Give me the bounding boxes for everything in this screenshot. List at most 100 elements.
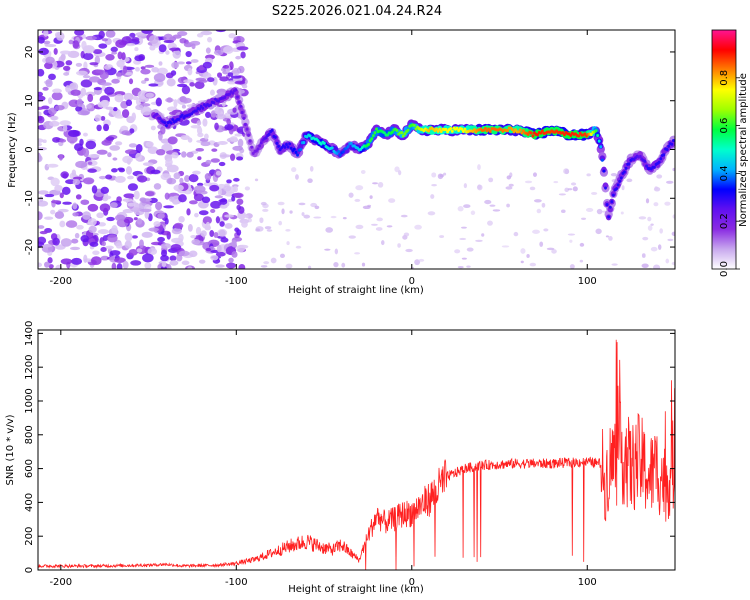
- spectrogram-noise-blob: [195, 226, 202, 236]
- spectrogram-noise-blob: [136, 248, 143, 253]
- spectrogram-noise-blob: [122, 155, 133, 164]
- spectrogram-noise-blob: [123, 92, 134, 102]
- spectrogram-ridge-mark: [536, 133, 540, 137]
- spectrogram-ridge-mark: [223, 95, 227, 99]
- spectrogram-noise-blob: [309, 165, 314, 172]
- spectrogram-noise-blob: [653, 264, 661, 269]
- spectrogram-noise-blob: [215, 30, 227, 33]
- spectrogram-noise-blob: [58, 154, 64, 161]
- spectrogram-x-tick-label: -200: [49, 276, 72, 287]
- spectrogram-noise-blob: [136, 218, 143, 225]
- spectrogram-noise-blob: [88, 154, 100, 158]
- spectrogram-noise-blob: [141, 231, 153, 238]
- spectrogram-ridge-mark: [195, 109, 198, 113]
- spectrogram-noise-blob: [124, 232, 133, 242]
- spectrogram-ridge-mark: [449, 127, 453, 131]
- spectrogram-noise-blob: [71, 238, 79, 244]
- spectrogram-ridge-mark: [611, 193, 615, 197]
- spectrogram-noise-blob: [572, 186, 578, 192]
- spectrogram-noise-blob: [172, 200, 179, 205]
- spectrogram-noise-blob: [232, 107, 237, 113]
- spectrogram-ridge-mark: [461, 129, 465, 133]
- spectrogram-ridge-mark: [616, 183, 620, 187]
- spectrogram-noise-blob: [389, 273, 394, 278]
- spectrogram-noise-blob: [83, 61, 88, 70]
- spectrogram-ridge-mark: [171, 118, 175, 122]
- spectrogram-noise-blob: [176, 83, 188, 88]
- spectrogram-noise-blob: [103, 64, 112, 70]
- spectrogram-noise-blob: [148, 83, 159, 87]
- spectrogram-ridge-mark: [242, 116, 246, 120]
- spectrogram-noise-blob: [234, 133, 243, 137]
- spectrogram-noise-blob: [234, 80, 246, 85]
- spectrogram-image: [38, 30, 675, 294]
- spectrogram-noise-blob: [439, 235, 445, 238]
- spectrogram-noise-blob: [200, 30, 213, 36]
- spectrogram-noise-blob: [158, 44, 167, 53]
- spectrogram-noise-blob: [125, 166, 133, 175]
- spectrogram-noise-blob: [204, 133, 209, 140]
- spectrogram-noise-blob: [140, 80, 147, 84]
- spectrogram-ridge-mark: [337, 149, 341, 154]
- spectrogram-ridge-mark: [330, 146, 334, 150]
- spectrogram-noise-blob: [164, 217, 169, 225]
- spectrogram-noise-blob: [481, 271, 485, 274]
- spectrogram-noise-blob: [121, 109, 130, 118]
- spectrogram-ridge-mark: [607, 206, 613, 213]
- spectrogram-noise-blob: [38, 91, 44, 97]
- spectrogram-ridge-mark: [395, 128, 399, 133]
- spectrogram-noise-blob: [418, 258, 425, 262]
- spectrogram-noise-blob: [228, 33, 236, 39]
- snr-series-line: [38, 339, 675, 570]
- spectrogram-noise-blob: [112, 106, 118, 112]
- spectrogram-noise-blob: [157, 81, 164, 86]
- spectrogram-noise-blob: [83, 254, 88, 263]
- spectrogram-ridge-mark: [278, 148, 282, 152]
- spectrogram-noise-blob: [101, 241, 106, 247]
- spectrogram-y-tick-label: -10: [24, 190, 35, 206]
- spectrogram-noise-blob: [188, 174, 199, 183]
- spectrogram-ridge-mark: [610, 200, 614, 204]
- spectrogram-ridge-mark: [406, 128, 410, 132]
- spectrogram-noise-blob: [348, 235, 356, 239]
- spectrogram-ridge-mark: [294, 150, 298, 154]
- spectrogram-ridge-mark: [251, 151, 255, 155]
- spectrogram-noise-blob: [295, 245, 302, 249]
- spectrogram-ridge-mark: [285, 142, 288, 147]
- spectrogram-noise-blob: [59, 138, 67, 143]
- spectrogram-ridge-mark: [403, 132, 407, 136]
- spectrogram-ridge-mark: [604, 186, 607, 190]
- spectrogram-noise-blob: [122, 65, 128, 74]
- spectrogram-noise-blob: [334, 248, 339, 255]
- spectrogram-noise-blob: [605, 235, 609, 238]
- spectrogram-ridge-mark: [526, 132, 530, 136]
- spectrogram-noise-blob: [225, 262, 237, 269]
- spectrogram-noise-blob: [398, 170, 402, 176]
- spectrogram-noise-blob: [183, 79, 194, 84]
- spectrogram-noise-blob: [189, 82, 195, 87]
- spectrogram-noise-blob: [101, 38, 109, 42]
- spectrogram-noise-blob: [636, 292, 643, 294]
- spectrogram-noise-blob: [38, 36, 45, 44]
- spectrogram-noise-blob: [260, 201, 267, 206]
- spectrogram-noise-blob: [139, 197, 147, 203]
- spectrogram-noise-blob: [83, 148, 90, 158]
- spectrogram-noise-blob: [488, 177, 494, 183]
- spectrogram-noise-blob: [52, 237, 60, 246]
- spectrogram-noise-blob: [536, 208, 542, 214]
- spectrogram-ridge-mark: [665, 148, 669, 152]
- spectrogram-noise-blob: [205, 159, 212, 165]
- spectrogram-noise-blob: [59, 192, 64, 199]
- spectrogram-noise-blob: [291, 272, 294, 277]
- spectrogram-noise-blob: [76, 98, 83, 108]
- spectrogram-noise-blob: [112, 157, 118, 161]
- spectrogram-noise-blob: [543, 228, 549, 232]
- spectrogram-noise-blob: [231, 251, 238, 258]
- spectrogram-noise-blob: [581, 217, 587, 220]
- spectrogram-noise-blob: [144, 77, 149, 82]
- spectrogram-noise-blob: [137, 175, 148, 183]
- spectrogram-noise-blob: [216, 244, 222, 253]
- colorbar: 0.0 0.2 0.4 0.6 0.8 Normalized spectral ampl…: [711, 29, 749, 277]
- spectrogram-noise-blob: [241, 221, 248, 228]
- spectrogram-noise-blob: [645, 277, 652, 282]
